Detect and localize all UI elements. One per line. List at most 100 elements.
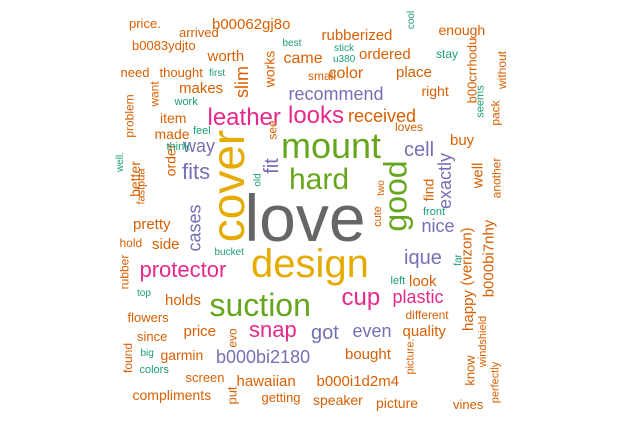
word-fits: fits xyxy=(182,159,211,184)
word-cell: cell xyxy=(404,139,435,161)
word-stick: stick xyxy=(334,43,354,54)
word-without: without xyxy=(495,50,510,90)
word-ordered: ordered xyxy=(359,45,411,63)
word-small: small xyxy=(308,69,337,83)
word-windshield: windshield xyxy=(476,315,489,367)
word-getting: getting xyxy=(261,389,301,405)
word-plastic: plastic xyxy=(392,287,444,307)
word-put: put xyxy=(224,385,240,405)
word-evo: evo xyxy=(225,328,240,348)
word-pretty: pretty xyxy=(133,215,171,233)
word-feel: feel xyxy=(193,124,211,137)
word-place: place xyxy=(396,63,432,81)
word-thought: thought xyxy=(159,64,203,80)
word-worth: worth xyxy=(207,47,245,65)
word-hold: hold xyxy=(119,236,143,250)
word-left: left xyxy=(390,274,406,287)
word-well: well. xyxy=(115,151,127,173)
word-u380: u380 xyxy=(333,54,356,65)
word-need: need xyxy=(120,64,150,80)
word-buy: buy xyxy=(450,131,475,149)
word-garmin: garmin xyxy=(160,347,204,363)
word-far: far xyxy=(452,254,464,266)
word-came: came xyxy=(283,50,323,67)
word-suction: suction xyxy=(209,287,311,323)
word-item: item xyxy=(160,110,187,126)
word-exactly: exactly xyxy=(435,152,456,210)
word-find: find xyxy=(419,178,436,202)
word-side: side xyxy=(152,235,180,253)
word-cute: cute xyxy=(371,205,384,227)
word-picture: picture xyxy=(376,395,419,411)
word-b000i1d2m4: b000i1d2m4 xyxy=(316,372,400,390)
word-slim: slim xyxy=(232,66,252,98)
word-ique: ique xyxy=(404,247,442,269)
word-since: since xyxy=(137,328,168,344)
word-way: way xyxy=(183,136,216,156)
word-even: even xyxy=(352,321,392,341)
word-color: color xyxy=(328,65,364,82)
word-colors: colors xyxy=(139,363,169,376)
word-seems: seems xyxy=(474,84,487,118)
word-old: old xyxy=(252,173,264,187)
word-cup: cup xyxy=(341,284,381,311)
word-looks: looks xyxy=(288,102,345,129)
word-rubber: rubber xyxy=(116,254,131,290)
word-recommend: recommend xyxy=(288,84,384,104)
word-think: think xyxy=(166,140,190,153)
word-pack: pack xyxy=(488,100,503,126)
word-compliments: compliments xyxy=(132,387,212,403)
word-see: see xyxy=(265,120,280,140)
word-mount: mount xyxy=(281,125,382,166)
word-hard: hard xyxy=(289,163,350,196)
word-leather: leather xyxy=(207,104,281,131)
word-received: received xyxy=(348,106,417,126)
word-work: work xyxy=(174,95,198,108)
word-cases: cases xyxy=(184,204,205,252)
word-protector: protector xyxy=(139,257,227,282)
word-screen: screen xyxy=(185,369,225,385)
word-hawaiian: hawaiian xyxy=(236,372,296,390)
word-bought: bought xyxy=(345,345,391,363)
word-top: top xyxy=(137,288,151,299)
word-big: big xyxy=(140,348,154,359)
word-made: made xyxy=(154,126,190,142)
word-enough: enough xyxy=(438,22,486,38)
word-b00062gj8o: b00062gj8o xyxy=(212,15,291,33)
word-works: works xyxy=(260,50,277,88)
word-front: front xyxy=(423,205,446,218)
word-right: right xyxy=(421,83,449,99)
word-holds: holds xyxy=(165,291,201,309)
word-two: two xyxy=(375,180,387,196)
word-another: another xyxy=(488,157,503,199)
word-love: love xyxy=(244,181,366,255)
word-b000bi2180: b000bi2180 xyxy=(216,347,311,367)
word-found: found xyxy=(121,342,136,374)
word-quality: quality xyxy=(402,322,446,340)
word-loves: loves xyxy=(395,120,424,134)
word-rubberized: rubberized xyxy=(321,26,393,44)
word-got: got xyxy=(311,322,339,344)
word-happy: happy xyxy=(459,289,477,331)
word-fit: fit xyxy=(260,158,283,174)
word-snap: snap xyxy=(249,317,297,342)
word-vines: vines xyxy=(453,396,484,412)
word-price: price xyxy=(183,322,217,340)
word-fastpda: fastpda xyxy=(135,167,148,205)
word-design: design xyxy=(251,242,369,286)
word-different: different xyxy=(405,308,449,322)
word-first: first xyxy=(209,68,226,79)
word-perfectly: perfectly xyxy=(489,361,502,403)
word-stay: stay xyxy=(436,47,459,61)
word-look: look xyxy=(409,272,437,290)
word-flowers: flowers xyxy=(127,309,169,325)
word-want: want xyxy=(147,81,162,107)
word-best: best xyxy=(282,38,302,49)
word-b0083ydjto: b0083ydjto xyxy=(132,37,196,53)
word-know: know xyxy=(462,354,478,386)
word-makes: makes xyxy=(179,79,224,97)
word-arrived: arrived xyxy=(179,24,219,40)
word-bucket: bucket xyxy=(214,247,244,258)
word-price: price. xyxy=(129,15,161,31)
